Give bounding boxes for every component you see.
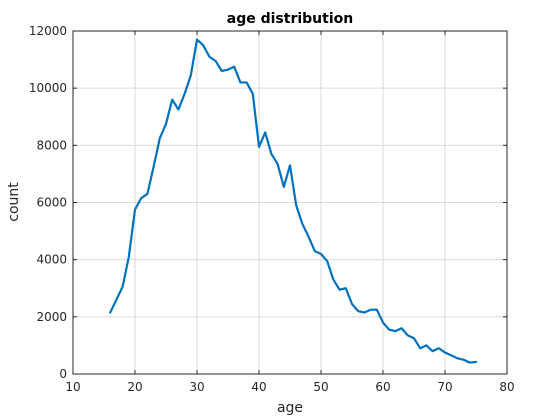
y-tick-label: 0 (59, 367, 67, 381)
x-tick-label: 80 (499, 380, 514, 394)
x-tick-label: 70 (437, 380, 452, 394)
x-tick-label: 20 (127, 380, 142, 394)
y-axis-label: count (6, 182, 22, 222)
y-tick-label: 6000 (36, 196, 67, 210)
y-tick-label: 4000 (36, 253, 67, 267)
y-tick-label: 2000 (36, 310, 67, 324)
x-tick-label: 10 (65, 380, 80, 394)
y-tick-label: 10000 (29, 81, 67, 95)
x-tick-label: 40 (251, 380, 266, 394)
x-tick-label: 30 (189, 380, 204, 394)
series-layer (109, 38, 478, 364)
axis-ticks: 10 20 30 40 50 60 70 80 0 2000 4000 6000 8000 10000 12… (29, 24, 515, 394)
y-tick-label: 8000 (36, 138, 67, 152)
series-line (109, 38, 478, 364)
x-axis-label: age (277, 400, 303, 416)
y-tick-label: 12000 (29, 24, 67, 38)
chart-title: age distribution (227, 11, 353, 27)
x-tick-label: 60 (375, 380, 390, 394)
x-tick-label: 50 (313, 380, 328, 394)
